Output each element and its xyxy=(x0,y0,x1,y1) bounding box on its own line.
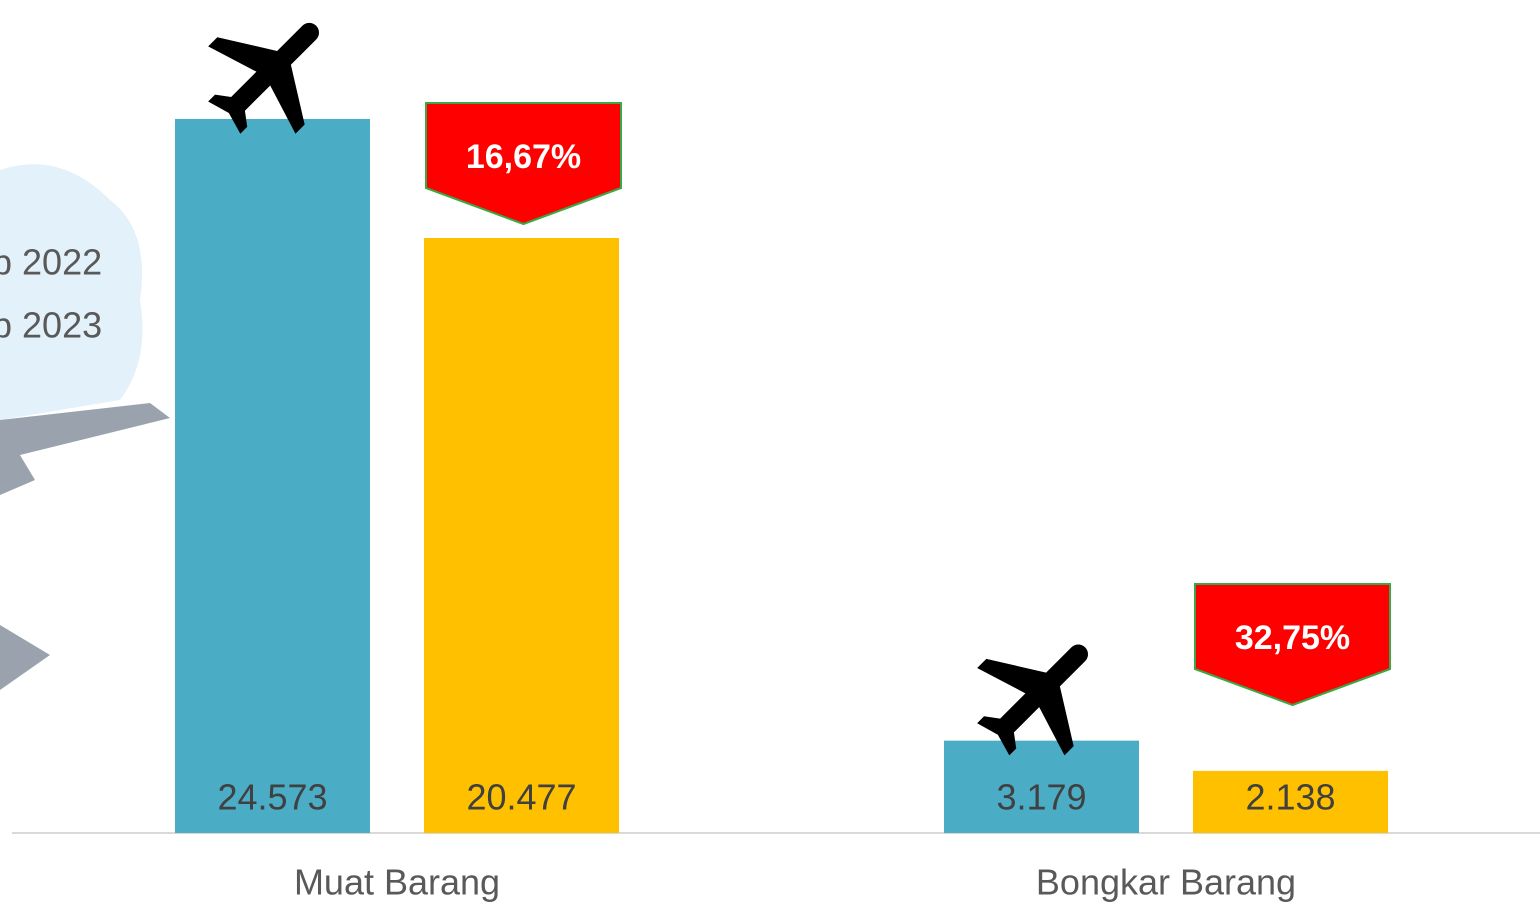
chart: b 2022 b 2023 Muat Barang 24.573 20.477 16,67… xyxy=(0,0,1540,909)
change-label: 32,75% xyxy=(1235,619,1350,657)
bar xyxy=(424,238,619,833)
change-label: 16,67% xyxy=(466,138,581,176)
data-label: 2.138 xyxy=(1245,777,1335,818)
data-label: 20.477 xyxy=(466,777,576,818)
data-label: 3.179 xyxy=(996,777,1086,818)
page: {"chart_data": {"type": "bar", "categori… xyxy=(0,0,1540,909)
legend-label: b 2022 xyxy=(0,242,102,283)
x-tick-label: Bongkar Barang xyxy=(1036,862,1296,903)
legend-label: b 2023 xyxy=(0,305,102,346)
x-tick-label: Muat Barang xyxy=(294,862,500,903)
bar xyxy=(175,119,370,833)
data-label: 24.573 xyxy=(217,777,327,818)
